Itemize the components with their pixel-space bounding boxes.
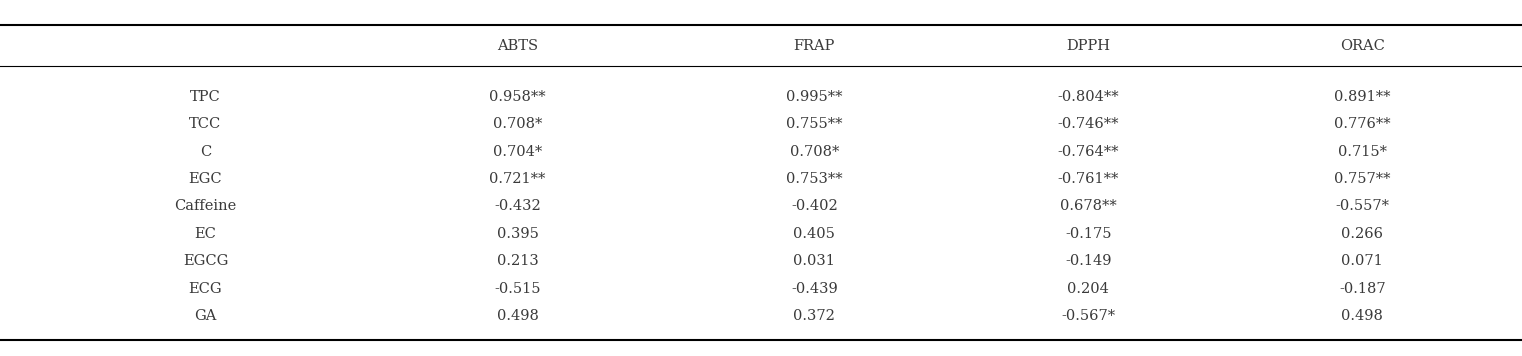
- Text: 0.204: 0.204: [1067, 282, 1110, 296]
- Text: TPC: TPC: [190, 90, 221, 104]
- Text: -0.515: -0.515: [495, 282, 540, 296]
- Text: -0.557*: -0.557*: [1335, 199, 1390, 214]
- Text: -0.432: -0.432: [495, 199, 540, 214]
- Text: 0.715*: 0.715*: [1338, 145, 1387, 159]
- Text: DPPH: DPPH: [1067, 38, 1110, 53]
- Text: 0.958**: 0.958**: [489, 90, 546, 104]
- Text: FRAP: FRAP: [793, 38, 836, 53]
- Text: 0.266: 0.266: [1341, 227, 1383, 241]
- Text: EGC: EGC: [189, 172, 222, 186]
- Text: 0.755**: 0.755**: [785, 117, 843, 131]
- Text: -0.804**: -0.804**: [1058, 90, 1119, 104]
- Text: -0.175: -0.175: [1065, 227, 1111, 241]
- Text: 0.031: 0.031: [793, 254, 836, 268]
- Text: 0.753**: 0.753**: [785, 172, 843, 186]
- Text: 0.498: 0.498: [496, 309, 539, 323]
- Text: -0.764**: -0.764**: [1058, 145, 1119, 159]
- Text: EC: EC: [195, 227, 216, 241]
- Text: 0.395: 0.395: [496, 227, 539, 241]
- Text: Caffeine: Caffeine: [175, 199, 236, 214]
- Text: 0.721**: 0.721**: [489, 172, 546, 186]
- Text: 0.405: 0.405: [793, 227, 836, 241]
- Text: 0.213: 0.213: [496, 254, 539, 268]
- Text: -0.761**: -0.761**: [1058, 172, 1119, 186]
- Text: -0.187: -0.187: [1339, 282, 1385, 296]
- Text: 0.704*: 0.704*: [493, 145, 542, 159]
- Text: GA: GA: [195, 309, 216, 323]
- Text: 0.708*: 0.708*: [790, 145, 839, 159]
- Text: 0.776**: 0.776**: [1333, 117, 1391, 131]
- Text: 0.498: 0.498: [1341, 309, 1383, 323]
- Text: C: C: [199, 145, 212, 159]
- Text: -0.439: -0.439: [791, 282, 837, 296]
- Text: EGCG: EGCG: [183, 254, 228, 268]
- Text: 0.708*: 0.708*: [493, 117, 542, 131]
- Text: -0.746**: -0.746**: [1058, 117, 1119, 131]
- Text: ECG: ECG: [189, 282, 222, 296]
- Text: TCC: TCC: [189, 117, 222, 131]
- Text: 0.757**: 0.757**: [1333, 172, 1391, 186]
- Text: 0.071: 0.071: [1341, 254, 1383, 268]
- Text: 0.678**: 0.678**: [1059, 199, 1117, 214]
- Text: 0.372: 0.372: [793, 309, 836, 323]
- Text: -0.149: -0.149: [1065, 254, 1111, 268]
- Text: -0.402: -0.402: [791, 199, 837, 214]
- Text: ABTS: ABTS: [496, 38, 539, 53]
- Text: 0.891**: 0.891**: [1333, 90, 1391, 104]
- Text: -0.567*: -0.567*: [1061, 309, 1116, 323]
- Text: 0.995**: 0.995**: [785, 90, 843, 104]
- Text: ORAC: ORAC: [1339, 38, 1385, 53]
